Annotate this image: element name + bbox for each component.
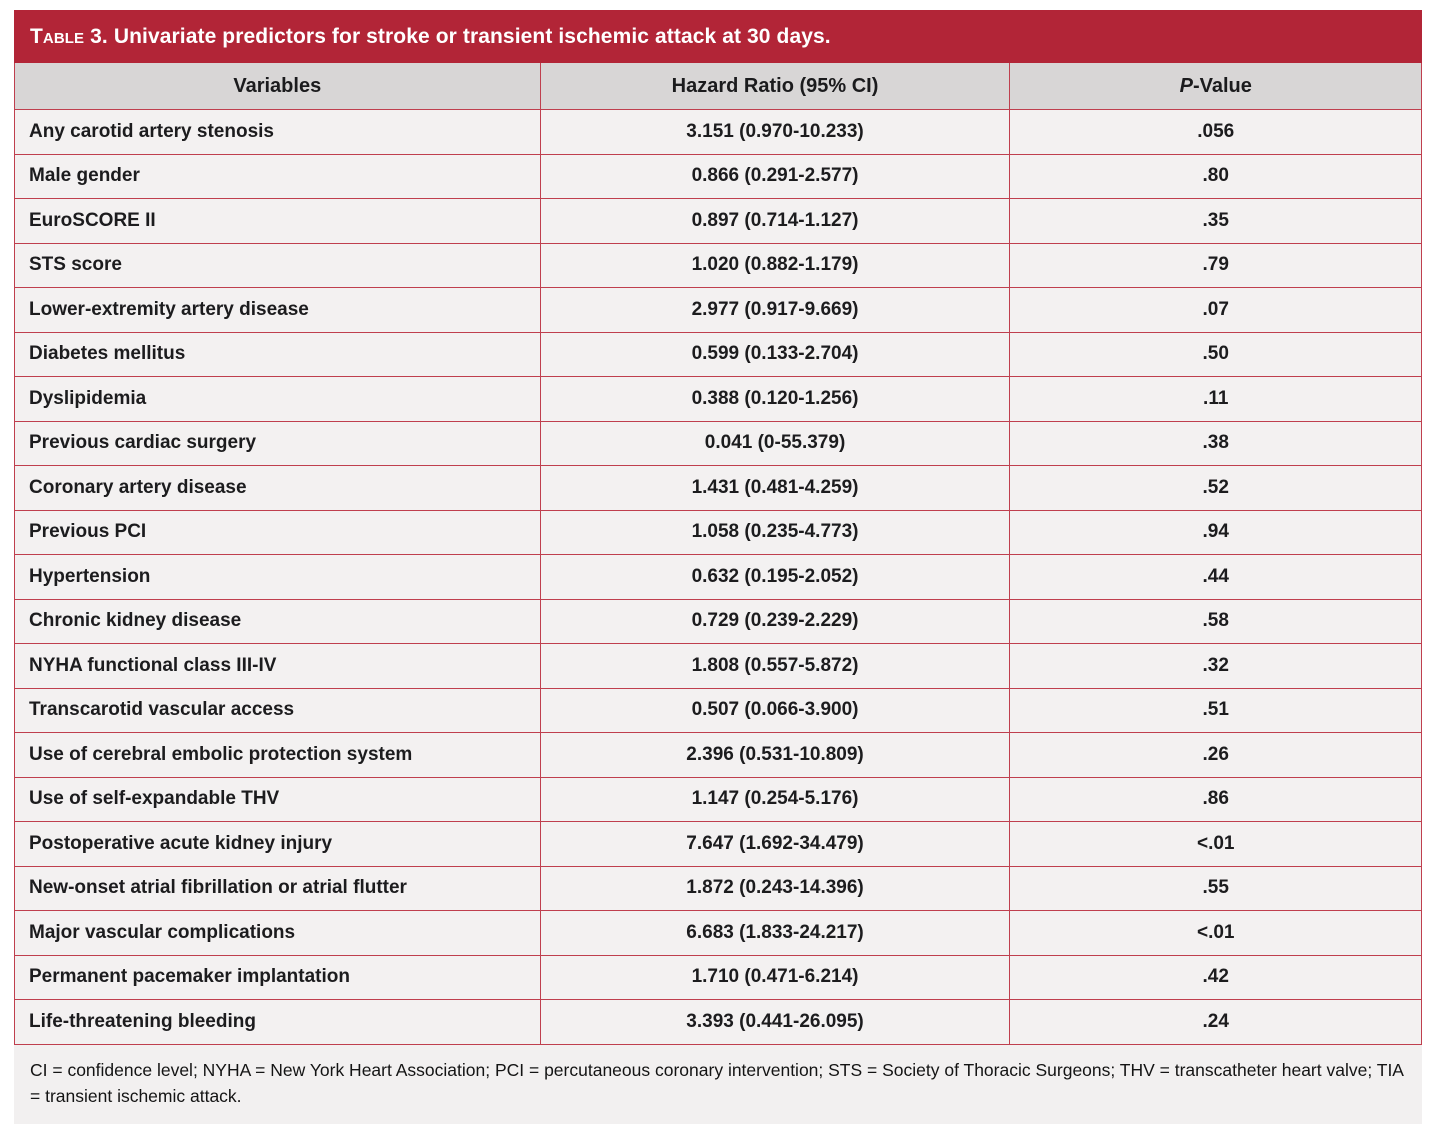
table-row: NYHA functional class III-IV 1.808 (0.557… [14, 643, 1422, 689]
hazard-ratio-cell: 0.897 (0.714-1.127) [540, 198, 1011, 244]
variable-cell: Dyslipidemia [14, 376, 541, 422]
variable-cell: Major vascular complications [14, 910, 541, 956]
variable-cell: Any carotid artery stenosis [14, 109, 541, 155]
table-row: Use of cerebral embolic protection syste… [14, 732, 1422, 778]
table-row: Previous PCI 1.058 (0.235-4.773) .94 [14, 510, 1422, 555]
table-number-label: Table 3. [30, 25, 108, 48]
hazard-ratio-cell: 0.866 (0.291-2.577) [540, 154, 1011, 199]
p-value-cell: .44 [1009, 554, 1422, 600]
p-value-header-italic-p: P [1179, 74, 1193, 97]
variable-cell: Life-threatening bleeding [14, 999, 541, 1045]
p-value-cell: .11 [1009, 376, 1422, 422]
hazard-ratio-cell: 1.872 (0.243-14.396) [540, 866, 1011, 911]
hazard-ratio-cell: 0.388 (0.120-1.256) [540, 376, 1011, 422]
table-row: Permanent pacemaker implantation 1.710 (0… [14, 955, 1422, 1000]
p-value-cell: .94 [1009, 510, 1422, 555]
variable-cell: Hypertension [14, 554, 541, 600]
hazard-ratio-cell: 1.431 (0.481-4.259) [540, 465, 1011, 511]
variable-cell: Previous PCI [14, 510, 541, 555]
variable-cell: Use of cerebral embolic protection syste… [14, 732, 541, 778]
table-figure: Table 3. Univariate predictors for stroke… [14, 10, 1422, 1124]
variable-cell: Previous cardiac surgery [14, 421, 541, 466]
variable-cell: Postoperative acute kidney injury [14, 821, 541, 867]
header-variables: Variables [14, 63, 541, 110]
hazard-ratio-cell: 3.393 (0.441-26.095) [540, 999, 1011, 1045]
p-value-cell: .86 [1009, 777, 1422, 822]
p-value-cell: .52 [1009, 465, 1422, 511]
table-row: Transcarotid vascular access 0.507 (0.066… [14, 688, 1422, 733]
table-row: Previous cardiac surgery 0.041 (0-55.379)… [14, 421, 1422, 466]
variable-cell: New-onset atrial fibrillation or atrial … [14, 866, 541, 911]
table-row: Postoperative acute kidney injury 7.647 (… [14, 821, 1422, 867]
variable-cell: Male gender [14, 154, 541, 199]
hazard-ratio-cell: 2.977 (0.917-9.669) [540, 287, 1011, 333]
variable-cell: EuroSCORE II [14, 198, 541, 244]
header-p-value: P-Value [1009, 63, 1422, 110]
table-body: Any carotid artery stenosis 3.151 (0.970-… [14, 109, 1422, 1045]
hazard-ratio-cell: 2.396 (0.531-10.809) [540, 732, 1011, 778]
p-value-cell: .50 [1009, 332, 1422, 377]
table-row: Dyslipidemia 0.388 (0.120-1.256) .11 [14, 376, 1422, 422]
p-value-cell: .79 [1009, 243, 1422, 288]
variable-cell: Chronic kidney disease [14, 599, 541, 644]
table-row: Major vascular complications 6.683 (1.833… [14, 910, 1422, 956]
p-value-cell: .07 [1009, 287, 1422, 333]
p-value-cell: .38 [1009, 421, 1422, 466]
p-value-cell: <.01 [1009, 821, 1422, 867]
hazard-ratio-cell: 6.683 (1.833-24.217) [540, 910, 1011, 956]
hazard-ratio-cell: 1.020 (0.882-1.179) [540, 243, 1011, 288]
table-row: STS score 1.020 (0.882-1.179) .79 [14, 243, 1422, 288]
hazard-ratio-cell: 1.058 (0.235-4.773) [540, 510, 1011, 555]
variable-cell: STS score [14, 243, 541, 288]
variable-cell: Use of self-expandable THV [14, 777, 541, 822]
p-value-cell: .35 [1009, 198, 1422, 244]
header-row: Variables Hazard Ratio (95% CI) P-Value [14, 63, 1422, 110]
table-row: Life-threatening bleeding 3.393 (0.441-26… [14, 999, 1422, 1045]
hazard-ratio-cell: 0.632 (0.195-2.052) [540, 554, 1011, 600]
hazard-ratio-cell: 1.710 (0.471-6.214) [540, 955, 1011, 1000]
variable-cell: Transcarotid vascular access [14, 688, 541, 733]
p-value-cell: <.01 [1009, 910, 1422, 956]
hazard-ratio-cell: 0.507 (0.066-3.900) [540, 688, 1011, 733]
variable-cell: Coronary artery disease [14, 465, 541, 511]
table-row: Diabetes mellitus 0.599 (0.133-2.704) .50 [14, 332, 1422, 377]
table-title-text: Univariate predictors for stroke or tran… [113, 25, 831, 48]
variable-cell: Permanent pacemaker implantation [14, 955, 541, 1000]
table-row: Any carotid artery stenosis 3.151 (0.970-… [14, 109, 1422, 155]
p-value-cell: .58 [1009, 599, 1422, 644]
hazard-ratio-cell: 1.147 (0.254-5.176) [540, 777, 1011, 822]
table-row: Hypertension 0.632 (0.195-2.052) .44 [14, 554, 1422, 600]
hazard-ratio-cell: 7.647 (1.692-34.479) [540, 821, 1011, 867]
p-value-header-suffix: -Value [1192, 74, 1252, 97]
predictors-table: Variables Hazard Ratio (95% CI) P-Value … [14, 63, 1422, 1045]
p-value-cell: .80 [1009, 154, 1422, 199]
p-value-cell: .32 [1009, 643, 1422, 689]
hazard-ratio-cell: 3.151 (0.970-10.233) [540, 109, 1011, 155]
p-value-cell: .51 [1009, 688, 1422, 733]
table-row: Male gender 0.866 (0.291-2.577) .80 [14, 154, 1422, 199]
table-row: New-onset atrial fibrillation or atrial … [14, 866, 1422, 911]
variable-cell: Lower-extremity artery disease [14, 287, 541, 333]
hazard-ratio-cell: 0.729 (0.239-2.229) [540, 599, 1011, 644]
p-value-cell: .24 [1009, 999, 1422, 1045]
variable-cell: Diabetes mellitus [14, 332, 541, 377]
table-row: EuroSCORE II 0.897 (0.714-1.127) .35 [14, 198, 1422, 244]
p-value-cell: .42 [1009, 955, 1422, 1000]
hazard-ratio-cell: 1.808 (0.557-5.872) [540, 643, 1011, 689]
hazard-ratio-cell: 0.599 (0.133-2.704) [540, 332, 1011, 377]
table-row: Lower-extremity artery disease 2.977 (0.9… [14, 287, 1422, 333]
table-row: Chronic kidney disease 0.729 (0.239-2.229… [14, 599, 1422, 644]
variable-cell: NYHA functional class III-IV [14, 643, 541, 689]
table-title-bar: Table 3. Univariate predictors for stroke… [14, 10, 1422, 63]
p-value-cell: .056 [1009, 109, 1422, 155]
p-value-cell: .55 [1009, 866, 1422, 911]
footnote: CI = confidence level; NYHA = New York H… [14, 1044, 1422, 1124]
table-row: Coronary artery disease 1.431 (0.481-4.25… [14, 465, 1422, 511]
p-value-cell: .26 [1009, 732, 1422, 778]
table-row: Use of self-expandable THV 1.147 (0.254-5… [14, 777, 1422, 822]
header-hazard-ratio: Hazard Ratio (95% CI) [540, 63, 1011, 110]
hazard-ratio-cell: 0.041 (0-55.379) [540, 421, 1011, 466]
